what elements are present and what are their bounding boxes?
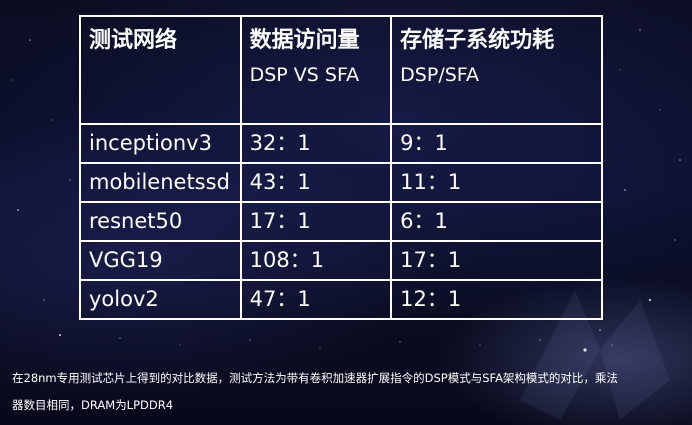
- cell-power: 11：1: [390, 162, 603, 203]
- comparison-table: 测试网络 数据访问量 DSP VS SFA 存储子系统功耗 DSP/SFA in…: [79, 15, 603, 320]
- cell-data-access: 47：1: [239, 279, 393, 320]
- table-row: resnet50 17：1 6：1: [79, 201, 603, 242]
- cell-data-access: 17：1: [239, 201, 393, 242]
- cell-network: mobilenetssd: [79, 162, 242, 203]
- cell-data-access: 32：1: [239, 123, 393, 164]
- table-row: VGG19 108：1 17：1: [79, 240, 603, 281]
- header-storage-power: 存储子系统功耗 DSP/SFA: [390, 15, 603, 125]
- cell-power: 17：1: [390, 240, 603, 281]
- header-data-access-label: 数据访问量: [249, 28, 360, 53]
- cell-power: 12：1: [390, 279, 603, 320]
- table-row: inceptionv3 32：1 9：1: [79, 123, 603, 164]
- header-test-network-label: 测试网络: [89, 28, 178, 53]
- table-header-row: 测试网络 数据访问量 DSP VS SFA 存储子系统功耗 DSP/SFA: [79, 15, 603, 125]
- header-data-access: 数据访问量 DSP VS SFA: [239, 15, 393, 125]
- cell-network: inceptionv3: [79, 123, 242, 164]
- header-storage-power-sublabel: DSP/SFA: [400, 64, 479, 87]
- cell-data-access: 108：1: [239, 240, 393, 281]
- footnote: 在28nm专用测试芯片上得到的对比数据，测试方法为带有卷积加速器扩展指令的DSP…: [12, 365, 682, 419]
- footnote-line-1: 在28nm专用测试芯片上得到的对比数据，测试方法为带有卷积加速器扩展指令的DSP…: [12, 371, 618, 385]
- cell-data-access: 43：1: [239, 162, 393, 203]
- cell-power: 6：1: [390, 201, 603, 242]
- table-row: mobilenetssd 43：1 11：1: [79, 162, 603, 203]
- cell-network: VGG19: [79, 240, 242, 281]
- table-row: yolov2 47：1 12：1: [79, 279, 603, 320]
- header-data-access-sublabel: DSP VS SFA: [249, 64, 360, 87]
- header-storage-power-label: 存储子系统功耗: [400, 28, 555, 53]
- cell-network: resnet50: [79, 201, 242, 242]
- footnote-line-2: 器数目相同，DRAM为LPDDR4: [12, 398, 174, 412]
- cell-network: yolov2: [79, 279, 242, 320]
- cell-power: 9：1: [390, 123, 603, 164]
- header-test-network: 测试网络: [79, 15, 242, 125]
